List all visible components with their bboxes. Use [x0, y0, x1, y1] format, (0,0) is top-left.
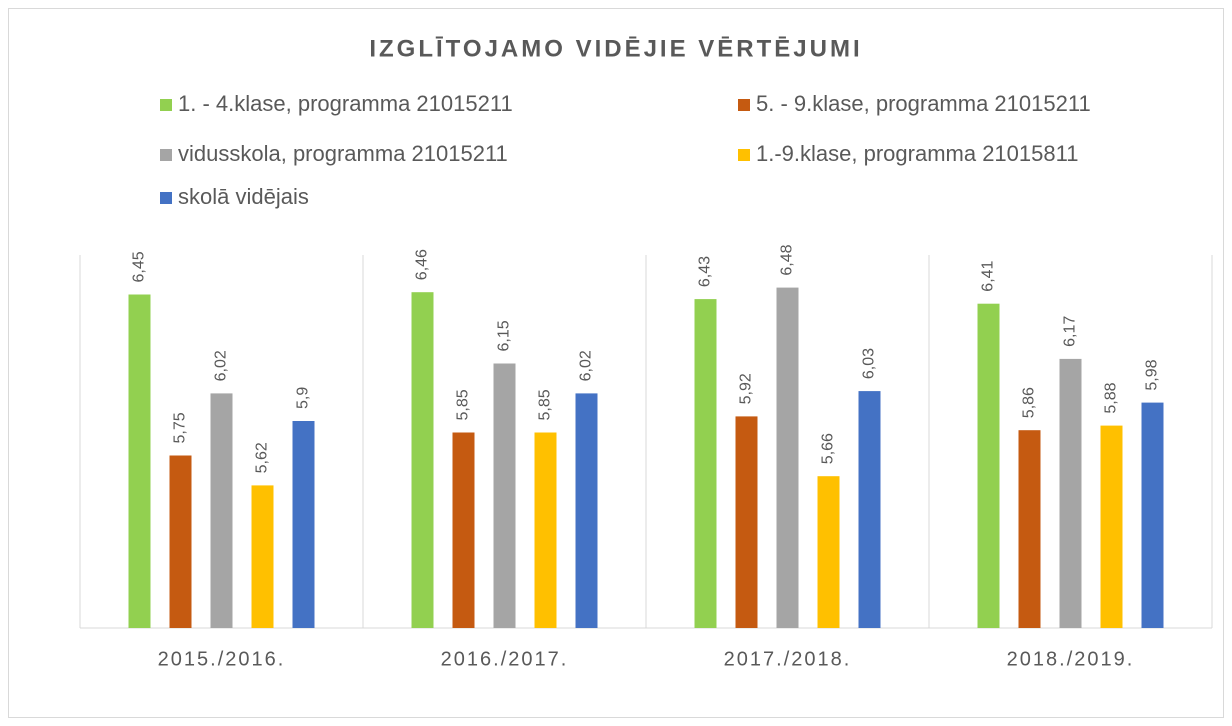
- legend-label: 5. - 9.klase, programma 21015211: [756, 91, 1091, 116]
- bar: [776, 287, 799, 628]
- bar: [210, 393, 233, 628]
- bar: [292, 421, 315, 628]
- x-tick-label: 2017./2018.: [724, 648, 852, 670]
- legend-label: skolā vidējais: [178, 184, 309, 209]
- legend-swatch: [738, 99, 750, 111]
- x-tick-label: 2015./2016.: [158, 648, 286, 670]
- bar: [128, 294, 151, 628]
- bar: [1018, 430, 1041, 628]
- data-label: 6,46: [414, 249, 431, 280]
- bar: [534, 432, 557, 628]
- bar: [1100, 425, 1123, 628]
- data-label: 5,92: [738, 373, 755, 404]
- bar: [251, 485, 274, 628]
- data-label: 5,88: [1103, 382, 1120, 413]
- bar: [977, 303, 1000, 628]
- bar: [694, 299, 717, 628]
- legend-label: 1.-9.klase, programma 21015811: [756, 141, 1078, 166]
- x-tick-label: 2018./2019.: [1007, 648, 1135, 670]
- data-label: 5,85: [537, 389, 554, 420]
- data-label: 5,86: [1021, 387, 1038, 418]
- data-label: 6,02: [578, 350, 595, 381]
- data-label: 6,43: [697, 256, 714, 287]
- data-label: 6,48: [779, 244, 796, 275]
- data-label: 6,45: [131, 251, 148, 282]
- data-label: 5,98: [1144, 359, 1161, 390]
- bar: [493, 363, 516, 628]
- bar: [817, 476, 840, 628]
- data-label: 5,66: [820, 433, 837, 464]
- data-label: 6,17: [1062, 316, 1079, 347]
- bar: [735, 416, 758, 628]
- bar: [411, 292, 434, 628]
- data-label: 6,41: [980, 260, 997, 291]
- legend-label: vidusskola, programma 21015211: [178, 141, 508, 166]
- data-label: 6,15: [496, 320, 513, 351]
- data-label: 6,03: [861, 348, 878, 379]
- bar: [858, 391, 881, 628]
- legend-swatch: [160, 192, 172, 204]
- data-label: 5,75: [172, 412, 189, 443]
- legend-label: 1. - 4.klase, programma 21015211: [178, 91, 513, 116]
- data-label: 6,02: [213, 350, 230, 381]
- x-tick-label: 2016./2017.: [441, 648, 569, 670]
- legend-swatch: [160, 149, 172, 161]
- bar: [452, 432, 475, 628]
- data-label: 5,85: [455, 389, 472, 420]
- data-label: 5,62: [254, 442, 271, 473]
- legend-swatch: [160, 99, 172, 111]
- legend-swatch: [738, 149, 750, 161]
- bar: [575, 393, 598, 628]
- data-label: 5,9: [295, 387, 312, 409]
- bar: [169, 455, 192, 628]
- bar: [1141, 402, 1164, 628]
- bar: [1059, 358, 1082, 628]
- chart-title: IZGLĪTOJAMO VIDĒJIE VĒRTĒJUMI: [369, 35, 862, 62]
